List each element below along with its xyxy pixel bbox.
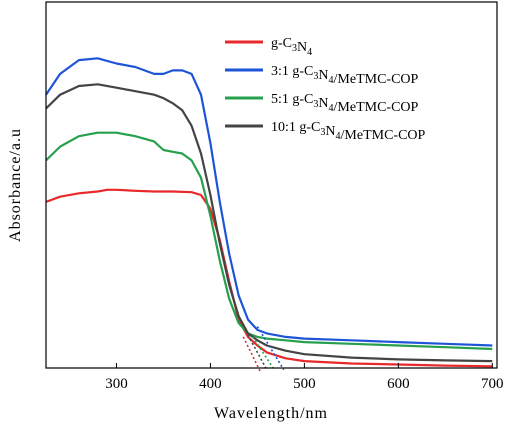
- x-axis: 300 400 500 600 700: [105, 363, 504, 392]
- x-tick-label: 300: [105, 376, 128, 392]
- x-tick-label: 500: [293, 376, 316, 392]
- plot-area: [45, 57, 493, 372]
- tangent-line-4: [256, 326, 285, 371]
- legend-label-1: g-C3N4: [271, 36, 312, 58]
- tangent-line-1: [242, 336, 261, 372]
- series-line-2: [45, 57, 493, 347]
- legend-label-2: 3:1 g-C3N4/MeTMC-COP: [271, 64, 419, 87]
- x-axis-title: Wavelength/nm: [214, 405, 328, 422]
- tangent-line-2: [252, 336, 275, 371]
- legend-label-4: 10:1 g-C3N4/MeTMC-COP: [271, 120, 426, 143]
- tangent-line-3: [247, 334, 268, 371]
- legend: g-C3N4 3:1 g-C3N4/MeTMC-COP 5:1 g-C3N4/MeT…: [225, 36, 426, 143]
- series-line-3: [45, 131, 493, 351]
- x-tick-label: 600: [387, 376, 410, 392]
- x-tick-label: 700: [481, 376, 504, 392]
- plot-frame: [45, 1, 498, 369]
- series-line-4: [45, 83, 493, 363]
- x-tick-label: 400: [199, 376, 222, 392]
- y-axis-title: Absorbance/a.u: [7, 128, 24, 242]
- legend-label-3: 5:1 g-C3N4/MeTMC-COP: [271, 92, 419, 115]
